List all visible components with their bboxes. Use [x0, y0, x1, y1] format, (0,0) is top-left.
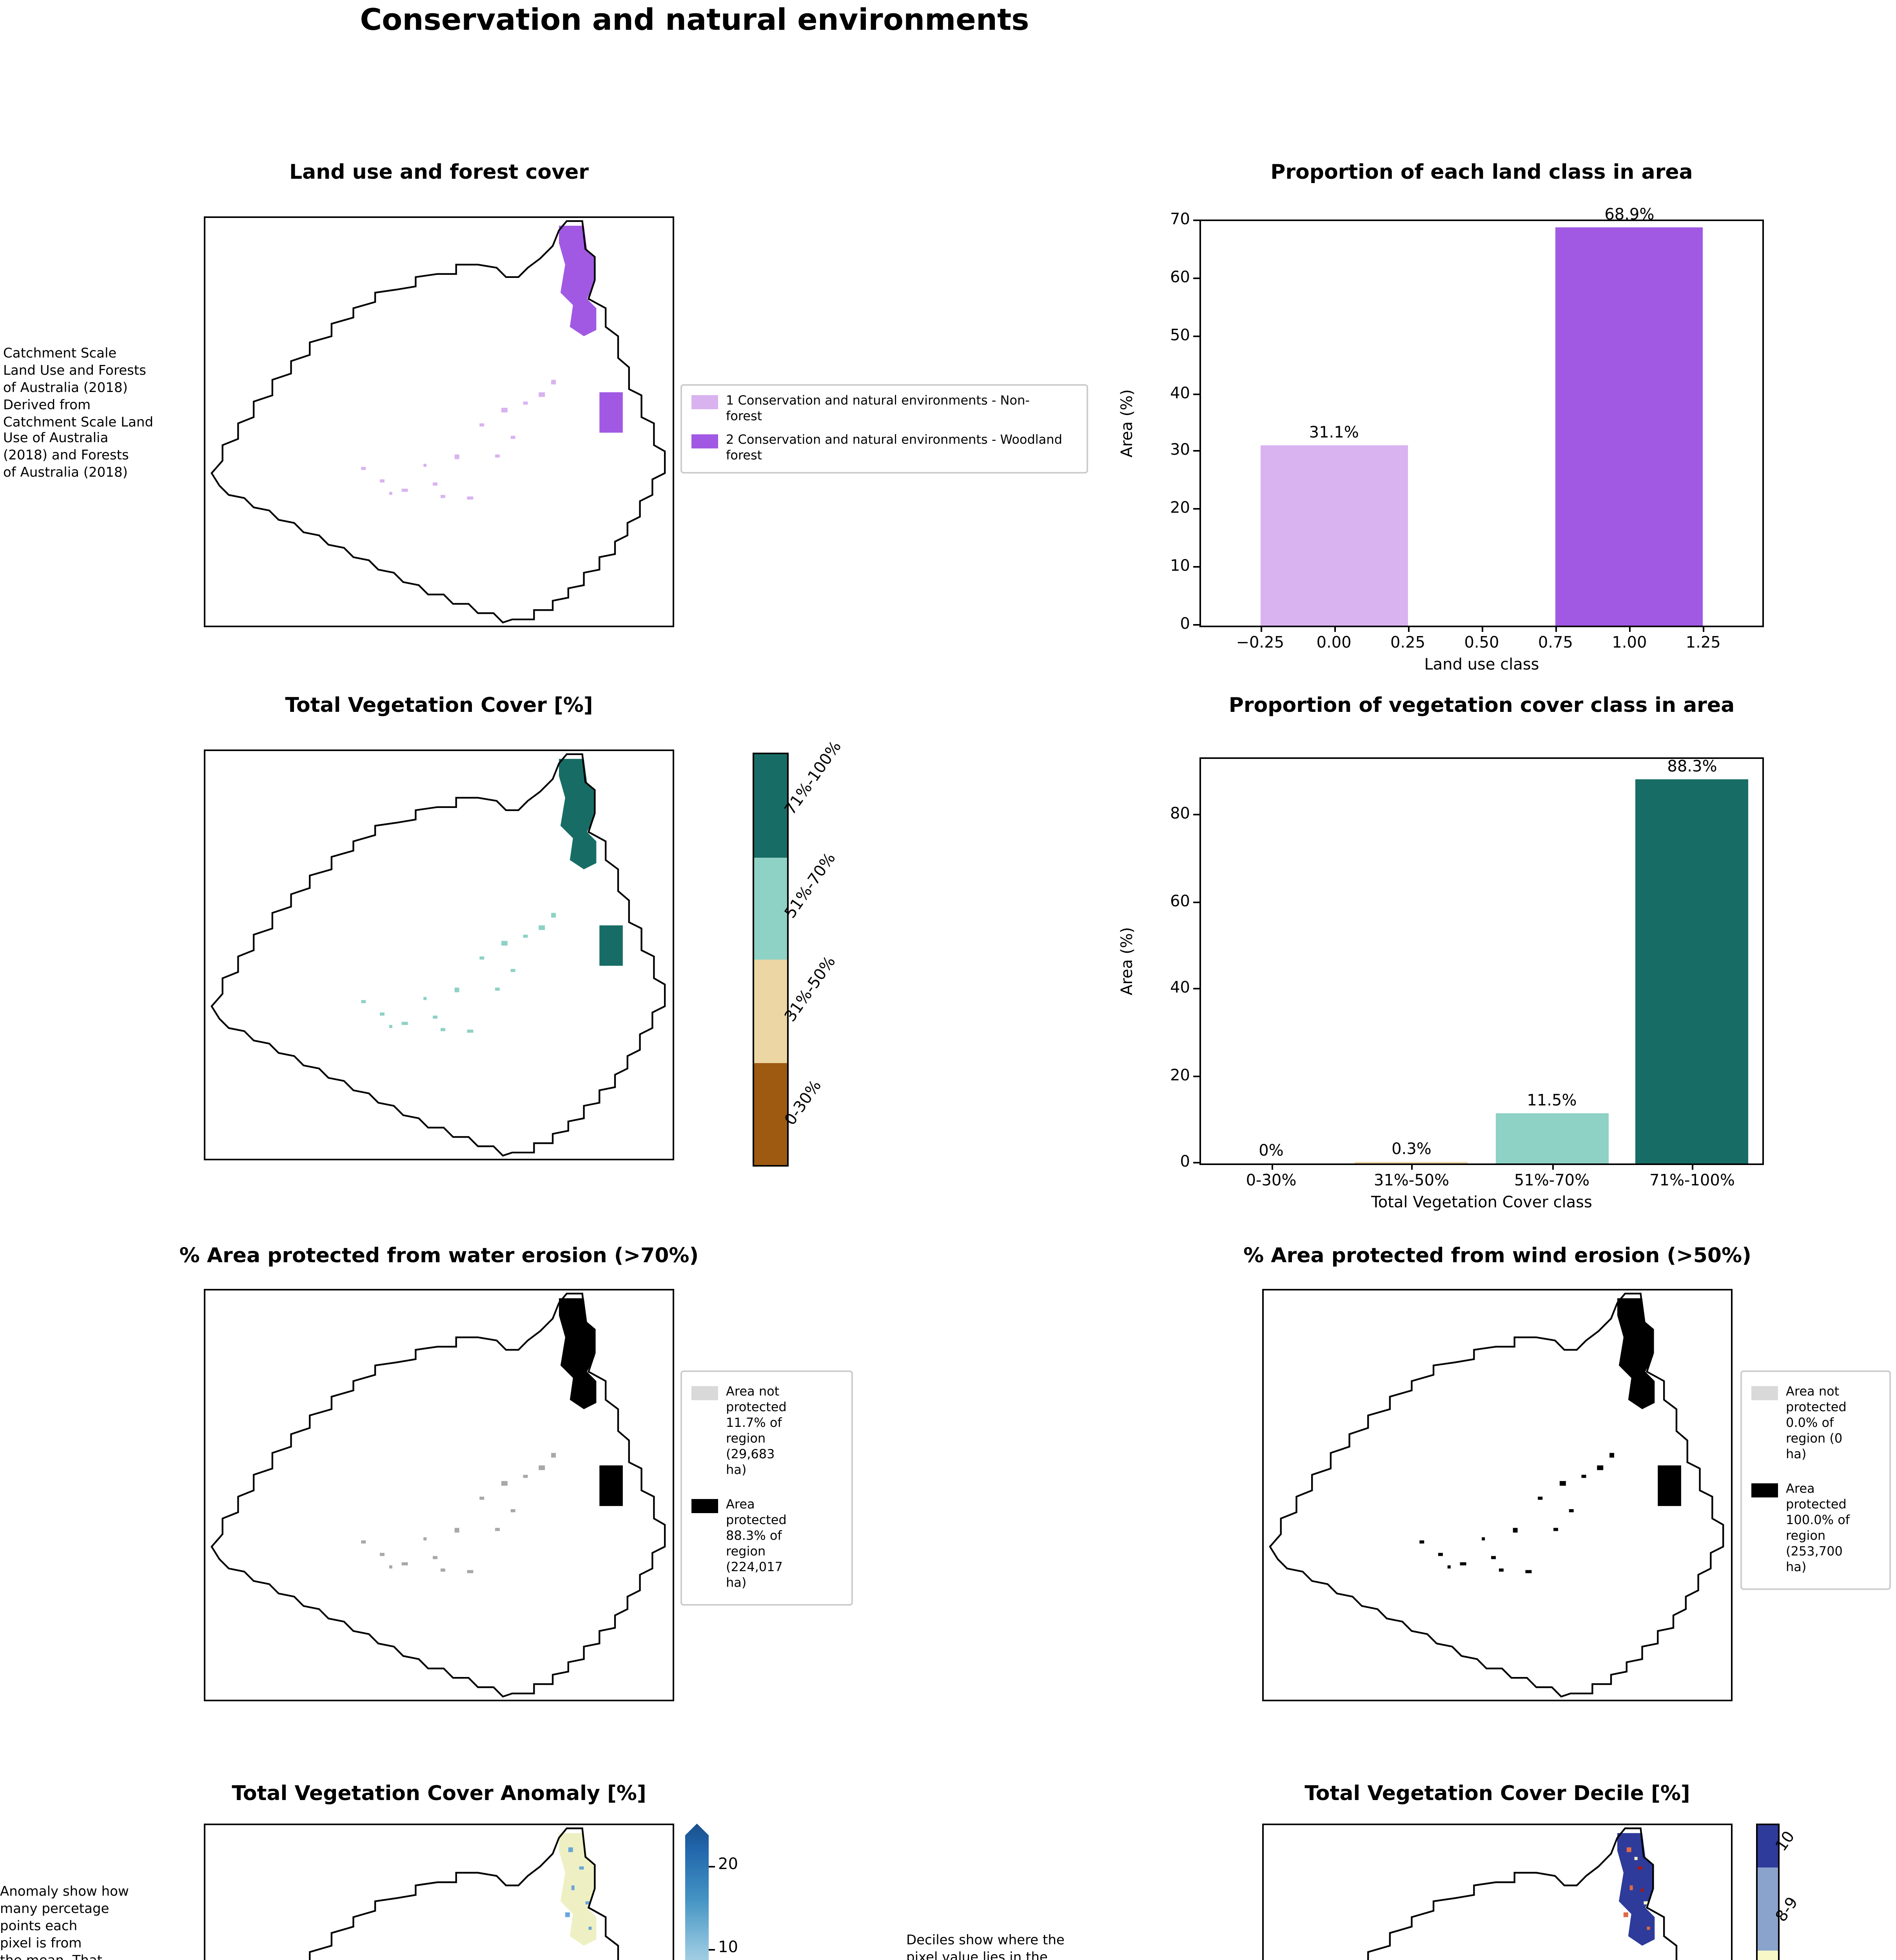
land-use-legend: 1 Conservation and natural environments …	[680, 384, 1088, 474]
legend-label: Area protected 100.0% of region (253,700…	[1786, 1482, 1850, 1574]
landuse-patch-mid	[599, 392, 623, 433]
legend-label: 2 Conservation and natural environments …	[726, 433, 1062, 463]
legend-swatch-woodland	[691, 434, 718, 448]
map-water-erosion-svg	[205, 1290, 673, 1700]
land-class-chart-title: Proportion of each land class in area	[1270, 162, 1693, 185]
bar-nonforest: 31.1%	[1260, 426, 1408, 626]
x-axis-label: Total Vegetation Cover class	[1371, 1195, 1592, 1212]
catchment-boundary	[1270, 1828, 1723, 1960]
decile-note: Deciles show where the pixel value lies …	[906, 1933, 1065, 1960]
legend-item: Area not protected 0.0% of region (0 ha)	[1751, 1385, 1880, 1463]
wind-erosion-legend: Area not protected 0.0% of region (0 ha)…	[1740, 1370, 1891, 1590]
water-patch-main	[559, 1298, 597, 1409]
legend-swatch-protected	[1751, 1483, 1778, 1497]
map-anomaly-svg	[205, 1825, 673, 1960]
decile-map-title: Total Vegetation Cover Decile [%]	[1305, 1783, 1690, 1806]
wind-erosion-map-title: % Area protected from wind erosion (>50%…	[1243, 1245, 1751, 1269]
decile-colorbar	[1756, 1824, 1780, 1960]
cbar-seg-71-100	[754, 754, 787, 857]
legend-swatch-not-protected	[1751, 1386, 1778, 1400]
bar-71-100: 88.3%	[1636, 760, 1749, 1163]
decile-seg-4-7	[1758, 1950, 1778, 1960]
map-land-use	[204, 216, 674, 627]
legend-swatch-protected	[691, 1499, 718, 1513]
anomaly-note: Anomaly show how many percetage points e…	[0, 1885, 129, 1960]
wind-patch-scatter	[1419, 1453, 1614, 1573]
catchment-boundary	[212, 754, 665, 1156]
vegcover-patch-scatter	[361, 913, 556, 1033]
legend-label: Area not protected 0.0% of region (0 ha)	[1786, 1385, 1847, 1461]
map-anomaly	[204, 1824, 674, 1960]
cbar-seg-31-50	[754, 960, 787, 1062]
water-erosion-legend: Area not protected 11.7% of region (29,6…	[680, 1370, 853, 1606]
water-erosion-map-title: % Area protected from water erosion (>70…	[179, 1245, 699, 1269]
map-decile-svg	[1264, 1825, 1731, 1960]
bar-value-label: 31.1%	[1309, 425, 1359, 443]
map-veg-cover	[204, 750, 674, 1160]
legend-item: Area protected 88.3% of region (224,017 …	[691, 1497, 842, 1592]
land-use-source-note: Catchment Scale Land Use and Forests of …	[3, 347, 154, 482]
anomaly-speckles	[565, 1847, 592, 1930]
anomaly-map-title: Total Vegetation Cover Anomaly [%]	[232, 1783, 646, 1806]
cbar-seg-0-30	[754, 1062, 787, 1165]
veg-class-chart: 0% 0.3% 11.5% 88.3% 0 20 40 60 80 0-30% …	[1119, 757, 1764, 1211]
landuse-patch-main	[559, 225, 597, 336]
decile-seg-10	[1758, 1825, 1778, 1867]
map-veg-cover-svg	[205, 751, 673, 1159]
anomaly-colorbar	[685, 1824, 709, 1960]
catchment-boundary	[212, 1828, 665, 1960]
wind-patch-mid	[1658, 1465, 1681, 1506]
legend-label: Area not protected 11.7% of region (29,6…	[726, 1385, 787, 1477]
map-wind-erosion	[1262, 1289, 1733, 1701]
bar-value-label: 68.9%	[1604, 207, 1655, 225]
legend-swatch-not-protected	[691, 1386, 718, 1400]
legend-item: Area protected 100.0% of region (253,700…	[1751, 1482, 1880, 1576]
bar-51-70: 11.5%	[1495, 1094, 1608, 1163]
catchment-boundary	[212, 221, 665, 622]
map-wind-erosion-svg	[1264, 1290, 1731, 1700]
catchment-boundary	[212, 1294, 665, 1697]
vegcover-patch-main	[559, 759, 597, 869]
x-axis-label: Land use class	[1424, 657, 1539, 674]
legend-item: Area not protected 11.7% of region (29,6…	[691, 1385, 842, 1479]
legend-item: 2 Conservation and natural environments …	[691, 433, 1077, 464]
legend-label: Area protected 88.3% of region (224,017 …	[726, 1497, 787, 1590]
water-patch-scatter	[361, 1453, 556, 1573]
wind-patch-main	[1617, 1298, 1655, 1409]
bar-woodland: 68.9%	[1555, 208, 1704, 626]
veg-class-chart-title: Proportion of vegetation cover class in …	[1228, 695, 1735, 718]
decile-speckles	[1623, 1847, 1650, 1930]
page-title: Conservation and natural environments	[360, 3, 1029, 38]
legend-label: 1 Conservation and natural environments …	[726, 394, 1030, 423]
cbar-seg-51-70	[754, 857, 787, 960]
map-land-use-svg	[205, 218, 673, 626]
water-patch-mid	[599, 1465, 623, 1506]
land-class-chart: 31.1% 68.9% 0 10 20 30 40 50 60 70 −0.25…	[1119, 208, 1764, 673]
veg-cover-colorbar	[753, 753, 789, 1167]
map-water-erosion	[204, 1289, 674, 1701]
legend-swatch-nonforest	[691, 395, 718, 409]
decile-seg-8-9	[1758, 1867, 1778, 1950]
land-use-map-title: Land use and forest cover	[289, 162, 589, 185]
catchment-boundary	[1270, 1294, 1723, 1697]
veg-cover-map-title: Total Vegetation Cover [%]	[285, 695, 593, 718]
bar-31-50: 0.3%	[1355, 1143, 1468, 1163]
landuse-patch-scatter	[361, 379, 556, 500]
map-decile	[1262, 1824, 1733, 1960]
vegcover-patch-mid	[599, 925, 623, 966]
legend-item: 1 Conservation and natural environments …	[691, 394, 1077, 425]
